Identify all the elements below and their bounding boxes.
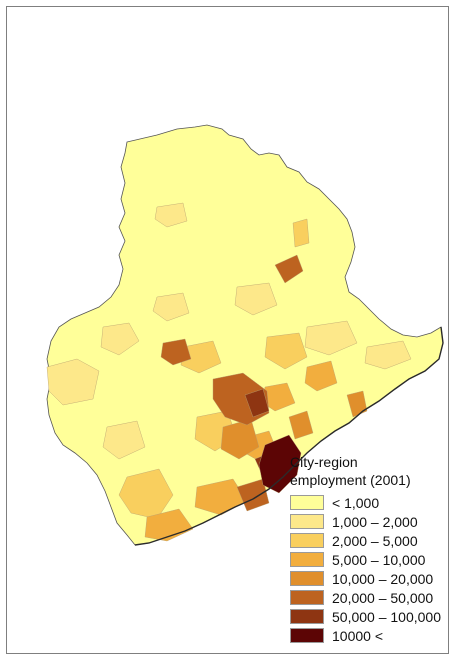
choropleth-map [46,124,444,546]
legend-item: 10000 < [290,626,450,645]
legend-label: 10000 < [332,627,383,644]
legend-label: 1,000 – 2,000 [332,513,418,530]
municipality-patch [154,202,188,228]
legend-label: < 1,000 [332,494,380,511]
legend-title-line1: City-region [290,454,358,470]
municipality-patch [364,340,412,370]
legend-swatch [290,552,324,567]
legend-label: 2,000 – 5,000 [332,532,418,549]
map-frame: City-region employment (2001) < 1,000 1,… [6,6,449,654]
municipality-patch [292,218,310,248]
legend-item: 1,000 – 2,000 [290,512,450,531]
municipality-patch [46,358,100,406]
legend-swatch [290,628,324,643]
municipality-patch [304,360,338,392]
legend-swatch [290,533,324,548]
municipality-patch [258,434,302,494]
legend-item: 50,000 – 100,000 [290,607,450,626]
municipality-patch [274,254,304,284]
legend-swatch [290,495,324,510]
legend-label: 5,000 – 10,000 [332,551,426,568]
legend-swatch [290,609,324,624]
legend-title: City-region employment (2001) [290,453,450,489]
legend-swatch [290,590,324,605]
municipality-patch [264,332,308,370]
legend-item: < 1,000 [290,493,450,512]
municipality-patch [244,388,270,418]
municipality-patch [160,338,192,366]
legend-item: 20,000 – 50,000 [290,588,450,607]
legend-label: 10,000 – 20,000 [332,570,434,587]
legend-label: 50,000 – 100,000 [332,608,441,625]
legend-title-line2: employment (2001) [290,472,411,488]
legend-item: 2,000 – 5,000 [290,531,450,550]
legend-swatch [290,571,324,586]
municipality-patch [346,390,368,418]
legend-label: 20,000 – 50,000 [332,589,434,606]
municipality-patch [102,420,146,460]
legend-swatch [290,514,324,529]
map-legend: City-region employment (2001) < 1,000 1,… [290,453,450,645]
municipality-patch [100,322,140,356]
municipality-patch [152,292,190,322]
municipality-patch [304,320,358,356]
legend-item: 5,000 – 10,000 [290,550,450,569]
municipality-patch [234,282,278,316]
legend-item: 10,000 – 20,000 [290,569,450,588]
municipality-patch [288,410,314,440]
coastline [134,326,444,546]
